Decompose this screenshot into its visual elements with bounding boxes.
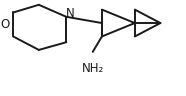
Text: NH₂: NH₂ (82, 62, 104, 75)
Text: N: N (65, 7, 74, 20)
Text: O: O (0, 18, 10, 31)
